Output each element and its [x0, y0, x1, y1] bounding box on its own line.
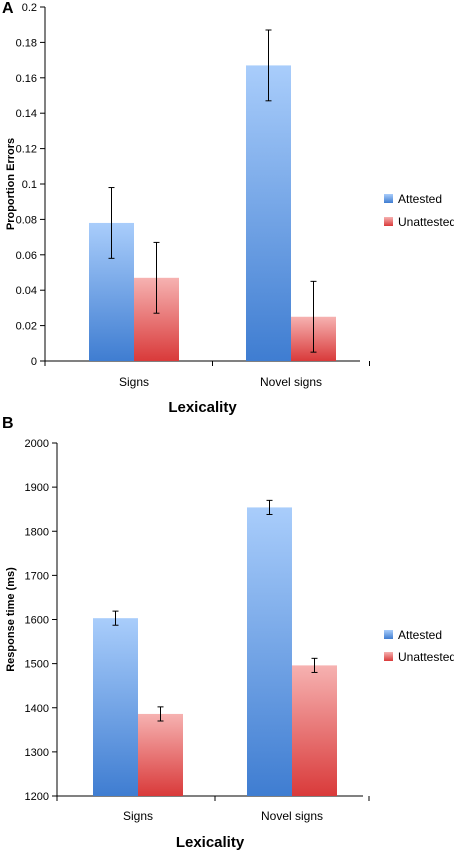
bar-attested-signs	[93, 618, 138, 796]
chart-b-svg: 1200 1300 1400 1500 1600 1700 1800 1900 2000 Sign…	[5, 438, 454, 851]
x-tick-label: Signs	[123, 809, 153, 823]
y-tick-label: 0.14	[16, 108, 37, 120]
x-axis-label: Lexicality	[168, 399, 237, 415]
y-axis-label: Proportion Errors	[5, 138, 17, 230]
chart-panel-a: A 0 0.02 0.04 0.06 0.08 0.1 0.12 0.14 0.16 0.18 0.…	[0, 0, 454, 415]
y-tick-label: 0.1	[22, 179, 37, 191]
y-tick-label: 1900	[25, 482, 49, 494]
x-tick-label: Novel signs	[260, 375, 322, 389]
panel-letter-a: A	[2, 0, 14, 17]
y-tick-label: 1200	[25, 791, 49, 803]
x-axis-label: Lexicality	[176, 834, 245, 851]
y-tick-label: 1600	[25, 615, 49, 627]
y-tick-label: 1400	[25, 703, 49, 715]
y-tick-label: 0.16	[16, 73, 37, 85]
bar-unattested-novel-signs	[292, 665, 337, 796]
y-axis-label: Response time (ms)	[5, 567, 17, 672]
legend-swatch-unattested	[384, 217, 393, 226]
y-tick-label: 2000	[25, 438, 49, 450]
legend-swatch-attested	[384, 194, 393, 203]
bar-attested-novel-signs	[247, 507, 292, 796]
y-tick-label: 0.12	[16, 144, 37, 156]
x-tick-label: Novel signs	[261, 809, 323, 823]
y-tick-label: 1500	[25, 659, 49, 671]
legend-label-attested: Attested	[398, 192, 442, 206]
y-tick-label: 0.08	[16, 214, 37, 226]
y-tick-label: 0.02	[16, 321, 37, 333]
legend-label-attested: Attested	[398, 628, 442, 642]
legend-swatch-attested	[384, 630, 393, 639]
bar-attested-novel-signs	[246, 65, 291, 361]
chart-a-svg: 0 0.02 0.04 0.06 0.08 0.1 0.12 0.14 0.16 0.18 0.2 S…	[5, 2, 454, 415]
chart-panel-b: B 1200 1300 1400 1500 1600 1700 1800 1900 2000 Si…	[0, 415, 454, 853]
x-tick-label: Signs	[119, 375, 149, 389]
y-tick-label: 0.18	[16, 37, 37, 49]
legend-label-unattested: Unattested	[398, 215, 454, 229]
y-tick-label: 0.04	[16, 285, 37, 297]
y-tick-label: 0.2	[22, 2, 37, 14]
y-tick-label: 1300	[25, 747, 49, 759]
bar-unattested-signs	[138, 713, 183, 796]
legend-swatch-unattested	[384, 652, 393, 661]
y-tick-label: 0.06	[16, 250, 37, 262]
panel-letter-b: B	[2, 415, 14, 432]
legend-label-unattested: Unattested	[398, 650, 454, 664]
y-tick-label: 0	[31, 356, 37, 368]
y-tick-label: 1800	[25, 526, 49, 538]
y-tick-label: 1700	[25, 570, 49, 582]
